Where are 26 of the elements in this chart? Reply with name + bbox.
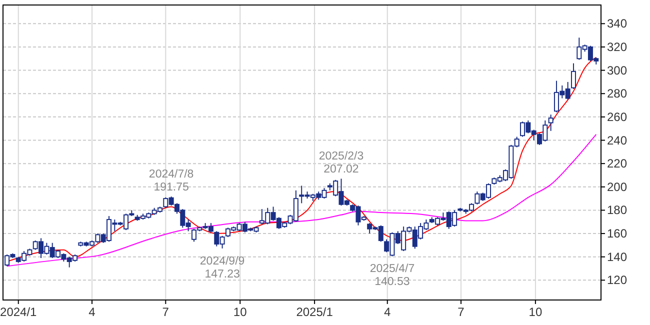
candlestick (570, 62, 576, 90)
x-tick-label: 10 (233, 305, 248, 319)
x-tick-label: 7 (458, 305, 465, 319)
y-tick-label: 320 (607, 40, 628, 54)
y-tick-label: 160 (607, 226, 628, 241)
annotation: 2024/9/9 147.23 (200, 255, 245, 280)
y-tick-label: 140 (607, 250, 628, 264)
x-tick-label: 4 (88, 305, 96, 319)
candlestick (548, 114, 554, 132)
x-tick-label: 4 (384, 305, 392, 319)
y-tick-label: 200 (607, 180, 628, 194)
x-tick-label: 7 (162, 305, 170, 319)
x-tick-label: 2024/1 (0, 305, 38, 319)
y-tick-label: 120 (607, 273, 628, 288)
y-tick-label: 220 (607, 156, 628, 171)
y-tick-label: 340 (607, 16, 628, 31)
y-tick-label: 280 (607, 86, 628, 101)
y-tick-label: 300 (607, 63, 628, 78)
y-tick-label: 260 (607, 110, 628, 124)
annotation: 2025/2/3 207.02 (318, 150, 364, 176)
y-tick-label: 180 (607, 203, 628, 218)
y-tick-label: 240 (607, 133, 628, 148)
x-tick-label: 2025/1 (296, 305, 334, 319)
annotation: 2025/4/7 140.53 (370, 263, 415, 288)
x-tick-label: 10 (528, 305, 542, 319)
annotation: 2024/7/8 191.75 (148, 168, 194, 194)
